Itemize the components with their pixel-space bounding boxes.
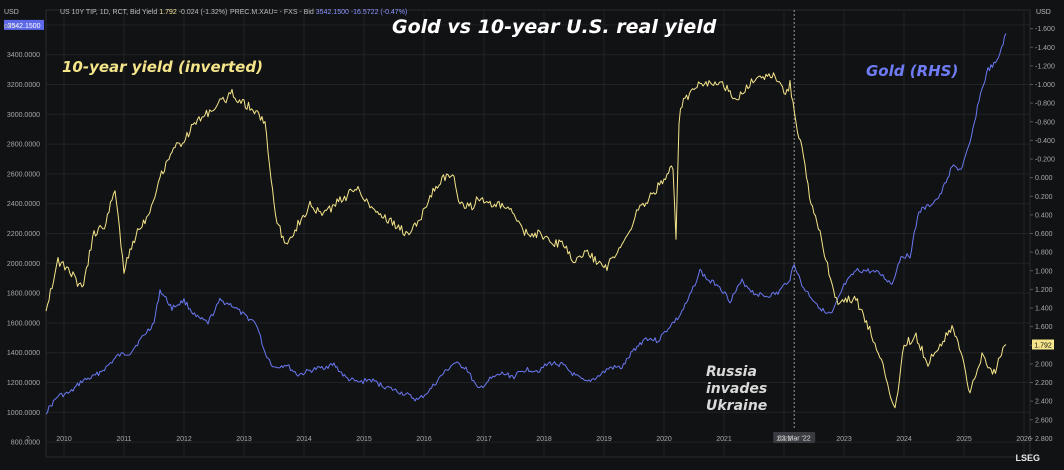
left-tick-label: 1600.0000	[7, 320, 40, 327]
x-tick-label: 2020	[656, 436, 672, 443]
right-tick-label: -0.400	[1035, 138, 1055, 145]
grid-layer	[46, 10, 1030, 457]
right-tick-label: 2.200	[1035, 380, 1053, 387]
left-unit: USD	[4, 9, 19, 16]
left-tick-label: 2400.0000	[7, 201, 40, 208]
series-label-gold: Gold (RHS)	[866, 62, 959, 80]
left-tick-label: 1200.0000	[7, 380, 40, 387]
x-tick-label: 2026	[1016, 436, 1032, 443]
x-tick-label: 2014	[296, 436, 312, 443]
series2-header: PREC.M.XAU= - FXS - Bid 3542.1500 -16.57…	[230, 9, 407, 16]
right-tick-label: -1.200	[1035, 63, 1055, 70]
annotation-russia-invades-ukraine: Russia invades Ukraine	[706, 364, 768, 414]
left-tick-label: 3200.0000	[7, 82, 40, 89]
series1-value: 1.792	[159, 9, 177, 16]
left-tick-label: 2800.0000	[7, 142, 40, 149]
right-tick-label: 1.400	[1035, 306, 1053, 313]
right-tick-label: 0.600	[1035, 231, 1053, 238]
series2-change: -16.5722 (-0.47%)	[350, 9, 408, 16]
right-tick-label: 0.200	[1035, 194, 1053, 201]
crosshair-date-box	[773, 432, 816, 443]
right-tick-label: 2.600	[1035, 417, 1053, 424]
series-line-yield	[45, 72, 1007, 409]
right-tick-label: -0.200	[1035, 157, 1055, 164]
right-tick-label: 0.800	[1035, 250, 1053, 257]
left-tick-label: 3000.0000	[7, 112, 40, 119]
chart-title: Gold vs 10-year U.S. real yield	[392, 16, 717, 38]
right-tick-label: -1.000	[1035, 82, 1055, 89]
x-tick-label: 2013	[236, 436, 252, 443]
right-tick-label: 2.000	[1035, 361, 1053, 368]
series1-text: US 10Y TIP, 1D, RCT, Bid Yield	[60, 9, 158, 16]
right-tick-label: 0.000	[1035, 175, 1053, 182]
x-tick-label: 2017	[476, 436, 492, 443]
x-tick-label: 2023	[836, 436, 852, 443]
series2-value: 3542.1500	[315, 9, 349, 16]
x-tick-label: 2022	[776, 436, 792, 443]
right-unit: USD	[1036, 9, 1051, 16]
left-unit-sub: oz t	[4, 23, 16, 30]
lseg-logo: LSEG	[1015, 453, 1040, 463]
right-tick-label: 1.600	[1035, 324, 1053, 331]
x-left-marker: 2	[26, 436, 30, 443]
x-tick-label: 2021	[716, 436, 732, 443]
x-tick-label: 2024	[896, 436, 912, 443]
yield-last-value-tag	[1032, 339, 1054, 350]
yield-last-value-label: 1.792	[1034, 343, 1052, 350]
x-tick-label: 2018	[536, 436, 552, 443]
right-tick-label: -1.400	[1035, 45, 1055, 52]
series-line-gold	[45, 33, 1007, 415]
x-tick-label: 2015	[356, 436, 372, 443]
gold-last-value-tag	[4, 19, 44, 30]
crosshair-layer: 03 Mar '22	[773, 10, 816, 443]
axis-layer: 800.0000 1000.0000 1200.0000 1400.0000 1600.…	[4, 19, 1055, 447]
right-tick-label: 2.400	[1035, 399, 1053, 406]
x-tick-label: 2011	[116, 436, 131, 443]
right-tick-label: -1.600	[1035, 26, 1055, 33]
left-tick-label: 2000.0000	[7, 261, 40, 268]
x-tick-label: 2025	[956, 436, 972, 443]
x-tick-label: 2016	[416, 436, 432, 443]
x-tick-label: 2010	[56, 436, 72, 443]
left-tick-label: 800.0000	[11, 440, 40, 447]
right-tick-label: 0.400	[1035, 212, 1053, 219]
series-layer	[45, 33, 1007, 415]
x-tick-label: 2019	[596, 436, 612, 443]
right-tick-label: -0.600	[1035, 119, 1055, 126]
left-tick-label: 1800.0000	[7, 291, 40, 298]
crosshair-date-label: 03 Mar '22	[778, 436, 811, 443]
x-tick-label: 2012	[176, 436, 192, 443]
series2-text: PREC.M.XAU= - FXS - Bid	[230, 9, 314, 16]
series1-header: US 10Y TIP, 1D, RCT, Bid Yield 1.792 -0.…	[60, 9, 227, 16]
left-tick-label: 3400.0000	[7, 52, 40, 59]
right-tick-label: 2.800	[1035, 436, 1053, 443]
right-tick-label: -0.800	[1035, 101, 1055, 108]
left-tick-label: 1000.0000	[7, 410, 40, 417]
left-tick-label: 1400.0000	[7, 350, 40, 357]
series1-change: -0.024 (-1.32%)	[178, 9, 228, 16]
left-tick-label: 2200.0000	[7, 231, 40, 238]
gold-last-value-label: 3542.1500	[7, 23, 40, 30]
left-tick-label: 2600.0000	[7, 171, 40, 178]
right-tick-label: 1.200	[1035, 287, 1053, 294]
series-label-yield: 10-year yield (inverted)	[62, 58, 263, 76]
right-tick-label: 1.000	[1035, 268, 1053, 275]
